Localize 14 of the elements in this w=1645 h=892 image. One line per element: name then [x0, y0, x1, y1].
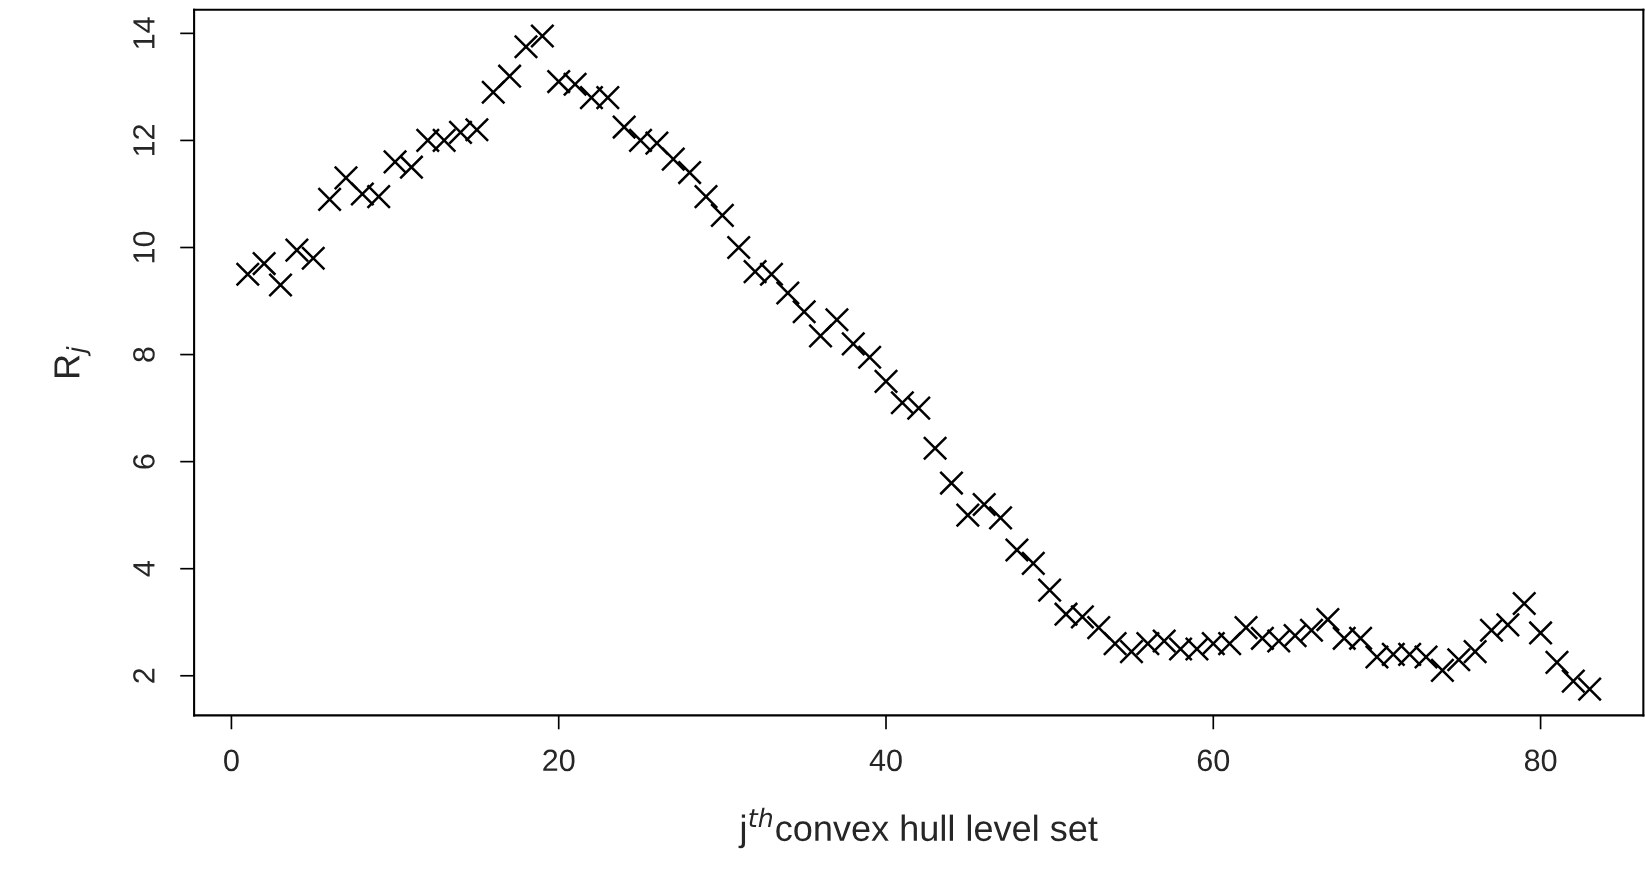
x-tick-label: 60: [1197, 749, 1230, 772]
x-axis-title: j$^{th}$convex hull level set: [738, 807, 1098, 849]
x-tick-label: 0: [224, 749, 239, 772]
y-tick-label: 4: [133, 561, 155, 577]
y-tick-label: 6: [133, 454, 155, 469]
y-tick-label: 12: [133, 124, 155, 156]
x-tick-label: 20: [543, 749, 575, 772]
y-tick-label: 2: [133, 668, 155, 683]
y-tick-label: 8: [133, 347, 155, 362]
y-tick-label: 14: [133, 17, 155, 49]
y-tick-label: 10: [133, 231, 155, 263]
y-axis-title: R$_{j}$: [54, 346, 91, 377]
x-tick-label: 40: [869, 749, 902, 772]
x-tick-label: 80: [1524, 749, 1557, 772]
